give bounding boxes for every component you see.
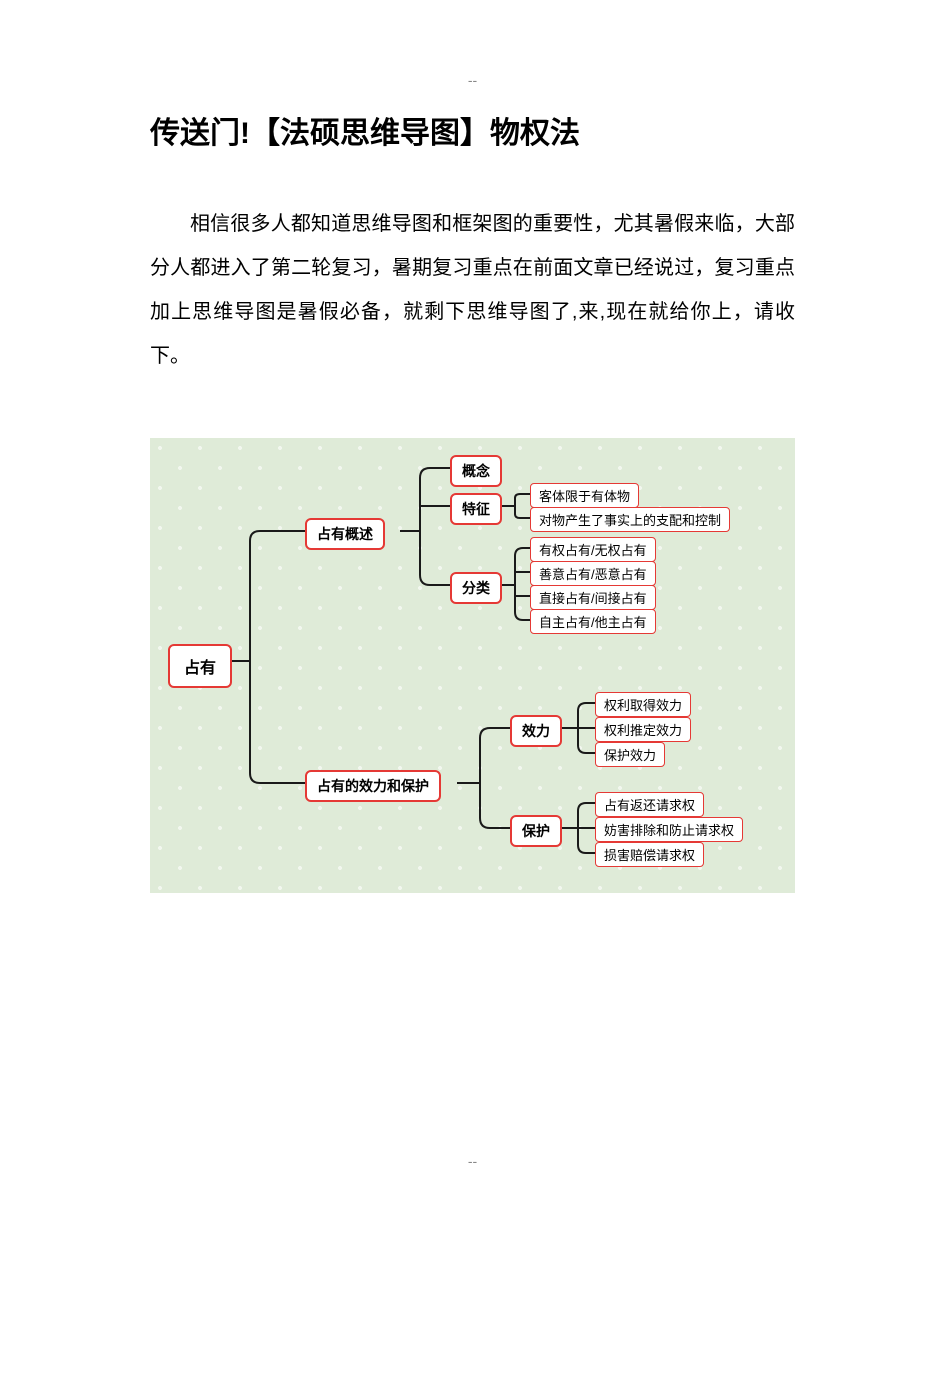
top-dashes: --: [0, 72, 945, 88]
node-categories: 分类: [450, 572, 502, 604]
node-effect: 效力: [510, 715, 562, 747]
node-effect-protect: 占有的效力和保护: [305, 770, 441, 802]
leaf-category-1: 善意占有/恶意占有: [530, 561, 656, 586]
leaf-category-2: 直接占有/间接占有: [530, 585, 656, 610]
node-concept: 概念: [450, 455, 502, 487]
leaf-protect-1: 妨害排除和防止请求权: [595, 817, 743, 842]
node-protect: 保护: [510, 815, 562, 847]
bottom-dashes: --: [0, 1153, 945, 1169]
mindmap: 占有 占有概述 占有的效力和保护 概念 特征 分类 客体限于有体物 对物产生了事…: [150, 438, 795, 893]
leaf-feature-1: 对物产生了事实上的支配和控制: [530, 507, 730, 532]
leaf-feature-0: 客体限于有体物: [530, 483, 639, 508]
page-title: 传送门!【法硕思维导图】物权法: [150, 108, 795, 152]
leaf-effect-2: 保护效力: [595, 742, 665, 767]
leaf-category-3: 自主占有/他主占有: [530, 609, 656, 634]
leaf-effect-0: 权利取得效力: [595, 692, 691, 717]
leaf-effect-1: 权利推定效力: [595, 717, 691, 742]
page: -- 传送门!【法硕思维导图】物权法 相信很多人都知道思维导图和框架图的重要性，…: [0, 0, 945, 1381]
leaf-category-0: 有权占有/无权占有: [530, 537, 656, 562]
node-overview: 占有概述: [305, 518, 385, 550]
intro-paragraph: 相信很多人都知道思维导图和框架图的重要性，尤其暑假来临，大部分人都进入了第二轮复…: [150, 202, 795, 378]
node-root: 占有: [168, 644, 232, 688]
leaf-protect-2: 损害赔偿请求权: [595, 842, 704, 867]
node-features: 特征: [450, 493, 502, 525]
leaf-protect-0: 占有返还请求权: [595, 792, 704, 817]
